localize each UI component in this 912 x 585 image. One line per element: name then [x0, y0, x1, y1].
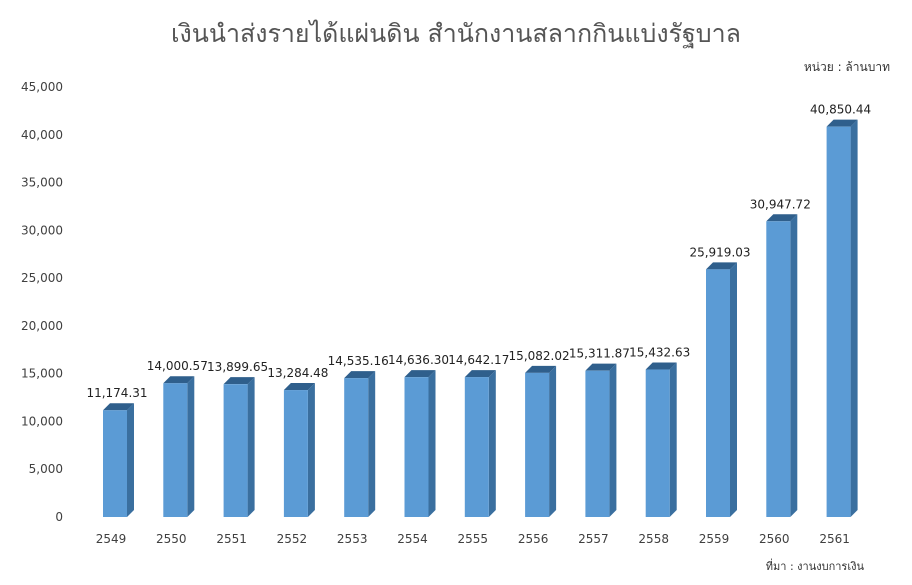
x-tick-label: 2561 [819, 532, 850, 546]
bar [464, 377, 489, 517]
x-tick-label: 2551 [216, 532, 247, 546]
bar-top [103, 403, 134, 411]
data-label: 13,284.48 [267, 366, 328, 380]
x-tick-label: 2559 [699, 532, 730, 546]
bar-top [766, 214, 798, 222]
bar [826, 126, 851, 517]
x-tick-label: 2560 [759, 532, 790, 546]
bar-top [645, 362, 677, 370]
bar-top [826, 119, 858, 127]
bar [766, 221, 791, 517]
bar [344, 378, 369, 517]
y-tick-label: 35,000 [21, 176, 63, 190]
x-tick-label: 2558 [638, 532, 669, 546]
bar-side [187, 376, 195, 517]
data-label: 40,850.44 [810, 103, 871, 117]
data-label: 11,174.31 [86, 386, 147, 400]
y-tick-label: 25,000 [21, 271, 63, 285]
x-tick-label: 2555 [458, 532, 489, 546]
bar [163, 383, 188, 517]
bar-top [706, 262, 737, 270]
data-label: 15,432.63 [629, 346, 690, 360]
x-tick-label: 2556 [518, 532, 549, 546]
bar-side [549, 365, 557, 517]
x-tick-label: 2554 [397, 532, 428, 546]
unit-note: หน่วย : ล้านบาท [803, 60, 890, 74]
bar [283, 390, 308, 517]
bar-side [730, 262, 737, 517]
y-tick-label: 10,000 [21, 414, 63, 428]
x-tick-label: 2552 [277, 532, 308, 546]
bar-top [223, 377, 255, 385]
bar [404, 377, 429, 517]
chart-title: เงินนำส่งรายได้แผ่นดิน สำนักงานสลากกินแบ… [171, 19, 741, 48]
bar-top [525, 365, 557, 373]
bar-side [488, 370, 496, 517]
bar-top [344, 371, 376, 379]
bar [223, 384, 248, 517]
bar [706, 269, 730, 517]
x-tick-label: 2553 [337, 532, 368, 546]
x-tick-label: 2557 [578, 532, 609, 546]
y-tick-label: 20,000 [21, 319, 63, 333]
data-label: 25,919.03 [689, 245, 750, 259]
bar [585, 370, 610, 517]
bar-side [368, 371, 376, 517]
data-label: 30,947.72 [750, 197, 811, 211]
bar-side [247, 377, 255, 517]
bar-top [283, 383, 315, 391]
bar-side [428, 370, 436, 517]
bar-top [404, 370, 436, 378]
data-label: 14,535.16 [328, 354, 389, 368]
bar-side [669, 362, 677, 517]
data-label: 15,311.87 [569, 347, 630, 361]
y-tick-label: 0 [55, 510, 63, 524]
bar-side [850, 119, 858, 517]
y-tick-label: 15,000 [21, 367, 63, 381]
bar [103, 410, 127, 517]
bar-side [609, 363, 617, 517]
bar-top [163, 376, 195, 384]
data-label: 15,082.02 [509, 349, 570, 363]
bar-top [585, 363, 617, 371]
bar-side [790, 214, 798, 517]
x-tick-label: 2550 [156, 532, 187, 546]
y-tick-label: 40,000 [21, 128, 63, 142]
y-tick-label: 45,000 [21, 80, 63, 94]
bar-side [307, 383, 315, 517]
data-label: 14,000.57 [147, 359, 208, 373]
x-tick-label: 2549 [96, 532, 127, 546]
data-label: 13,899.65 [207, 360, 268, 374]
bar [645, 369, 670, 517]
data-label: 14,642.17 [448, 353, 509, 367]
bar-side [127, 403, 134, 517]
bar-top [464, 370, 496, 378]
source-note: ที่มา : งานงบการเงิน [765, 560, 864, 573]
bar [525, 372, 550, 517]
y-tick-label: 30,000 [21, 223, 63, 237]
data-label: 14,636.30 [388, 353, 449, 367]
y-tick-label: 5,000 [29, 462, 63, 476]
